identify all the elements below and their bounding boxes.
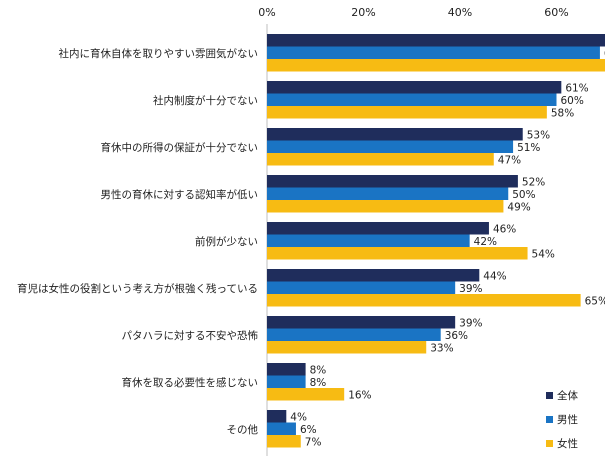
value-label: 39%	[459, 317, 482, 329]
bar-3-4	[267, 200, 504, 213]
bar-2-6	[267, 281, 456, 294]
value-label: 69%	[604, 48, 605, 60]
value-label: 33%	[430, 342, 453, 354]
value-label: 53%	[527, 129, 550, 141]
legend-label: 女性	[557, 437, 578, 450]
category-label: パタハラに対する不安や恐怖	[122, 329, 259, 342]
value-label: 58%	[551, 107, 574, 119]
bar-1-1	[267, 34, 605, 47]
category-label: 男性の育休に対する認知率が低い	[101, 188, 259, 201]
category-label: 育児は女性の役割という考え方が根強く残っている	[17, 282, 258, 295]
bar-1-2	[267, 81, 562, 94]
bar-3-2	[267, 106, 547, 119]
value-label: 36%	[445, 330, 468, 342]
category-label: 社内制度が十分でない	[153, 94, 258, 107]
legend-swatch	[546, 392, 553, 399]
legend-swatch	[546, 416, 553, 423]
category-label: その他	[227, 423, 259, 436]
bar-1-5	[267, 222, 489, 235]
bar-3-8	[267, 388, 345, 401]
legend-label: 全体	[557, 389, 578, 402]
bar-3-1	[267, 59, 605, 72]
value-label: 8%	[310, 377, 327, 389]
bar-3-9	[267, 435, 301, 448]
category-label: 育休中の所得の保証が十分でない	[101, 141, 259, 154]
bar-2-7	[267, 328, 441, 341]
bar-2-5	[267, 234, 470, 247]
bar-2-1	[267, 46, 600, 59]
value-label: 44%	[483, 270, 506, 282]
bar-2-3	[267, 140, 514, 153]
bar-1-8	[267, 363, 306, 376]
bar-2-4	[267, 187, 509, 200]
x-tick-label: 0%	[258, 6, 275, 19]
value-label: 39%	[459, 283, 482, 295]
value-label: 65%	[585, 295, 605, 307]
value-label: 4%	[290, 411, 307, 423]
bar-2-2	[267, 93, 557, 106]
bar-3-6	[267, 294, 581, 307]
bar-1-3	[267, 128, 523, 141]
value-label: 16%	[348, 389, 371, 401]
category-label: 前例が少ない	[195, 235, 258, 248]
x-tick-label: 40%	[448, 6, 472, 19]
bar-1-6	[267, 269, 480, 282]
legend-swatch	[546, 440, 553, 447]
value-label: 47%	[498, 154, 521, 166]
value-label: 61%	[565, 82, 588, 94]
value-label: 60%	[561, 95, 584, 107]
bar-1-9	[267, 410, 287, 423]
bar-2-9	[267, 422, 296, 435]
value-label: 6%	[300, 424, 317, 436]
value-label: 54%	[532, 248, 555, 260]
value-label: 42%	[474, 236, 497, 248]
bar-3-3	[267, 153, 494, 166]
bar-3-7	[267, 341, 427, 354]
x-tick-label: 20%	[351, 6, 375, 19]
category-label: 社内に育休自体を取りやすい雰囲気がない	[59, 47, 259, 60]
value-label: 8%	[310, 364, 327, 376]
value-label: 49%	[507, 201, 530, 213]
bar-1-7	[267, 316, 456, 329]
bar-1-4	[267, 175, 518, 188]
value-label: 51%	[517, 142, 540, 154]
value-label: 7%	[305, 436, 322, 448]
legend-label: 男性	[557, 413, 578, 426]
bar-2-8	[267, 375, 306, 388]
value-label: 52%	[522, 176, 545, 188]
value-label: 46%	[493, 223, 516, 235]
bar-3-5	[267, 247, 528, 260]
value-label: 50%	[512, 189, 535, 201]
category-label: 育休を取る必要性を感じない	[122, 376, 259, 389]
x-tick-label: 60%	[544, 6, 568, 19]
